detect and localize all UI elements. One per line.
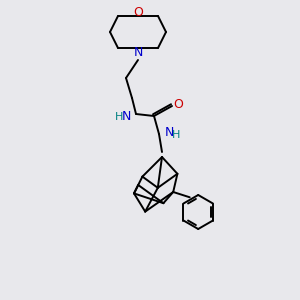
Text: H: H (115, 112, 123, 122)
Text: O: O (173, 98, 183, 112)
Text: N: N (164, 127, 174, 140)
Text: N: N (133, 46, 143, 59)
Text: O: O (133, 7, 143, 20)
Text: N: N (121, 110, 131, 122)
Text: H: H (172, 130, 180, 140)
